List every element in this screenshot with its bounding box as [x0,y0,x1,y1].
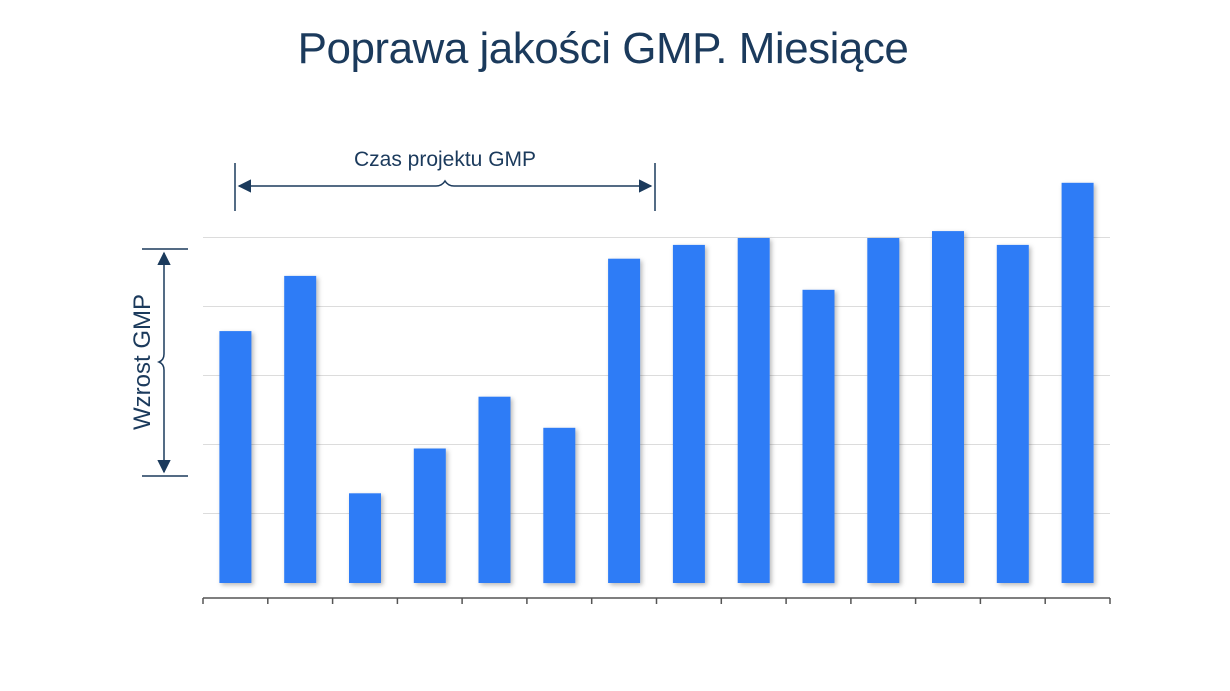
project-time-annotation: Czas projektu GMP [234,148,656,211]
bar [1061,182,1094,584]
bars [219,182,1094,584]
bar [802,289,835,584]
growth-annotation: Wzrost GMP [129,248,188,477]
bar [349,493,381,583]
chart-title: Poprawa jakości GMP. Miesiące [297,24,909,73]
bar [867,238,900,583]
bar [543,427,576,584]
bar [737,238,770,583]
bar [413,448,446,583]
project-time-brace-notch [435,179,455,187]
bar [672,244,705,583]
bar [478,396,511,583]
growth-label: Wzrost GMP [129,294,156,430]
bar [932,231,964,583]
gridlines [203,237,1110,514]
growth-brace-notch [156,353,165,371]
bar [996,244,1029,583]
bar [608,258,641,583]
x-axis [202,597,1111,604]
bar [284,275,317,583]
project-time-label: Czas projektu GMP [354,148,536,171]
bar [219,331,252,583]
